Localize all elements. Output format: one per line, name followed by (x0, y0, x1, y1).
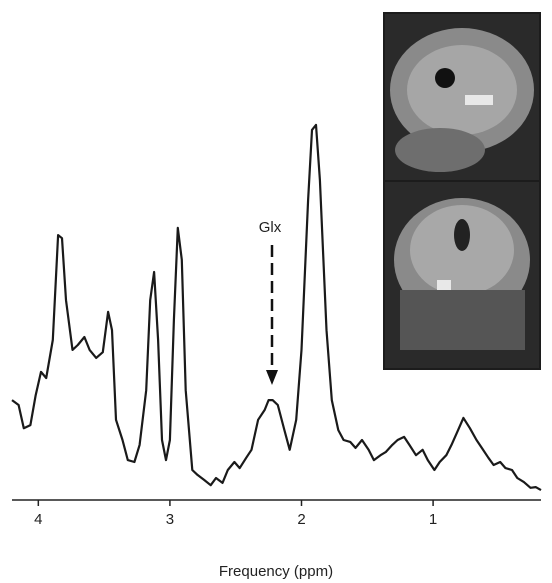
x-tick-label: 2 (297, 511, 305, 528)
spectrum-line (11, 123, 542, 492)
x-tick-label: 3 (166, 511, 174, 528)
annotation-arrowhead (266, 370, 278, 385)
x-tick-label: 4 (34, 511, 42, 528)
mri-inset (383, 12, 541, 370)
x-axis-label: Frequency (ppm) (219, 563, 333, 580)
x-tick-label: 1 (429, 511, 437, 528)
annotation: Glx (259, 219, 282, 236)
